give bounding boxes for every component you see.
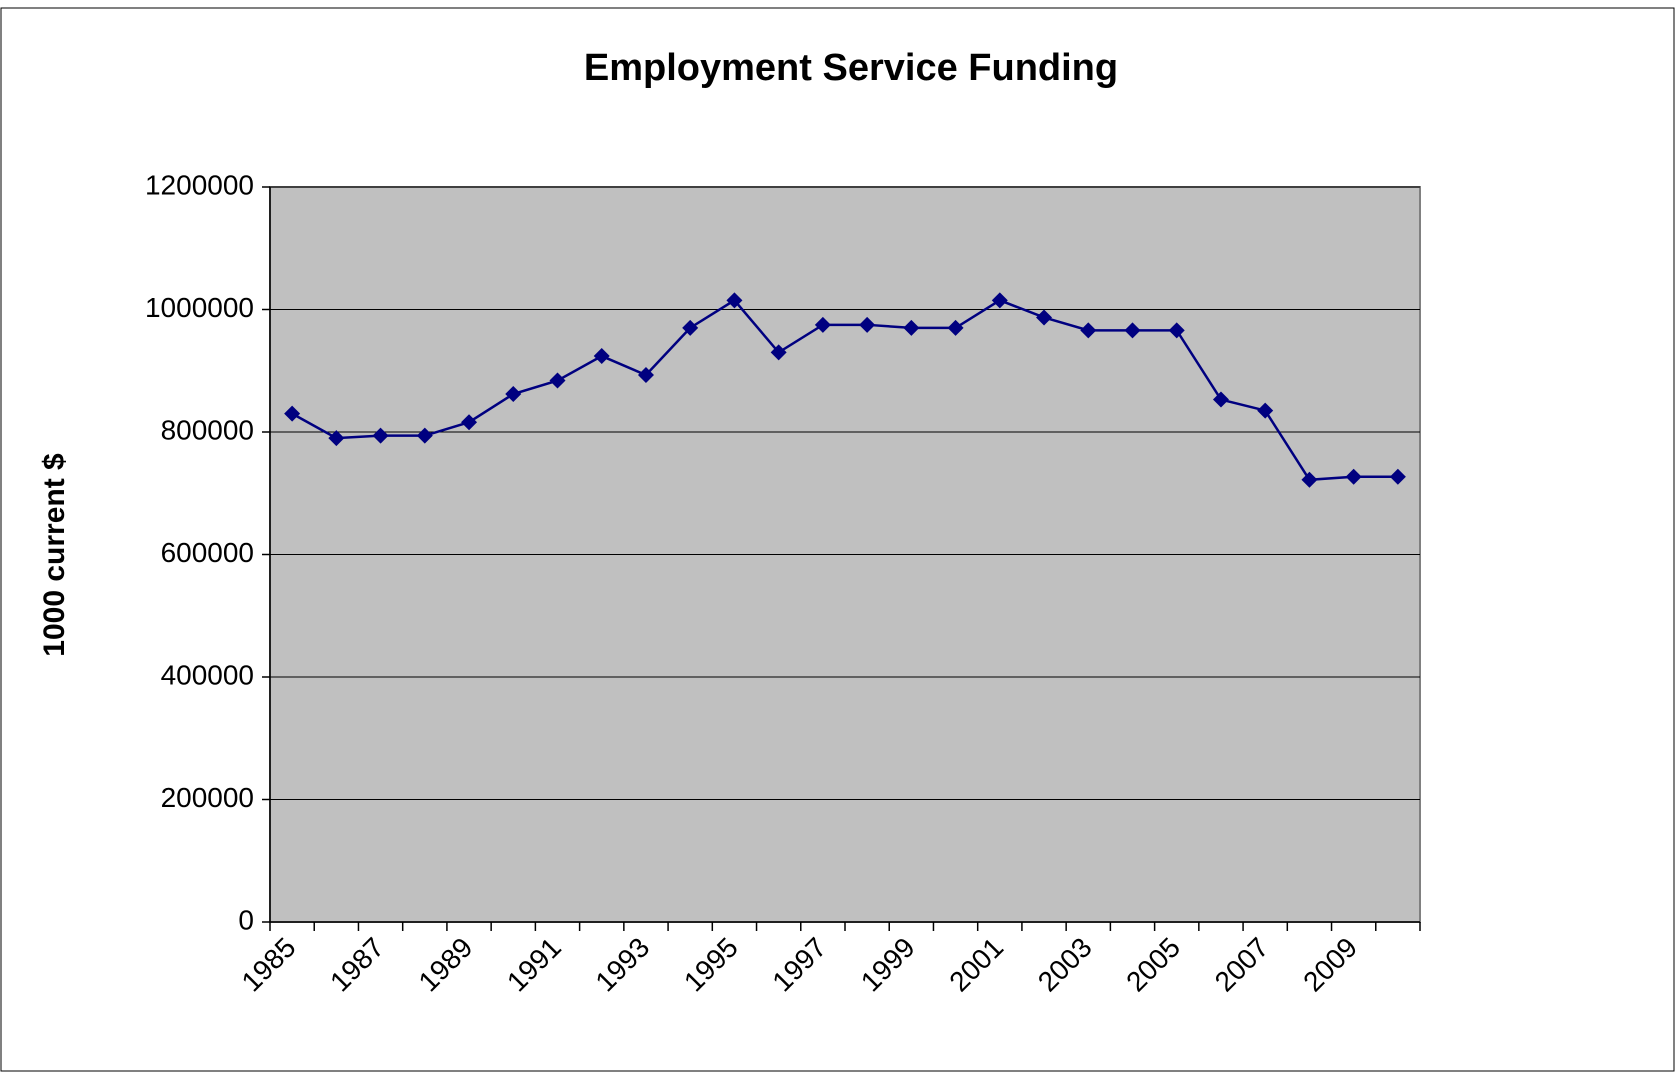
y-tick-label: 0 [238,904,254,935]
data-point [284,405,301,422]
data-point [1124,322,1141,339]
data-point [903,319,920,336]
data-point [991,292,1008,309]
data-point [1212,391,1229,408]
data-point [372,427,389,444]
data-point [947,319,964,336]
data-point [328,430,345,447]
data-point [637,367,654,384]
y-tick-label: 800000 [161,414,254,445]
data-point [505,386,522,403]
data-point [682,319,699,336]
y-tick-label: 1200000 [145,169,254,200]
data-line [291,298,1398,482]
data-point [1036,309,1053,326]
data-point [461,414,478,431]
data-point [1257,402,1274,419]
data-point [814,316,831,333]
y-tick-label: 600000 [161,537,254,568]
y-axis-label: 1000 current $ [38,453,71,657]
data-point [1080,322,1097,339]
data-point [1301,471,1318,488]
data-point [726,292,743,309]
data-point [1389,468,1406,485]
y-tick-label: 400000 [161,659,254,690]
data-point [549,372,566,389]
data-point [859,316,876,333]
chart-title: Employment Service Funding [584,47,1118,89]
data-point [593,348,610,365]
data-point [1345,468,1362,485]
data-point [770,344,787,361]
y-tick-label: 1000000 [145,292,254,323]
y-tick-label: 200000 [161,782,254,813]
data-point [416,427,433,444]
data-point [1168,322,1185,339]
